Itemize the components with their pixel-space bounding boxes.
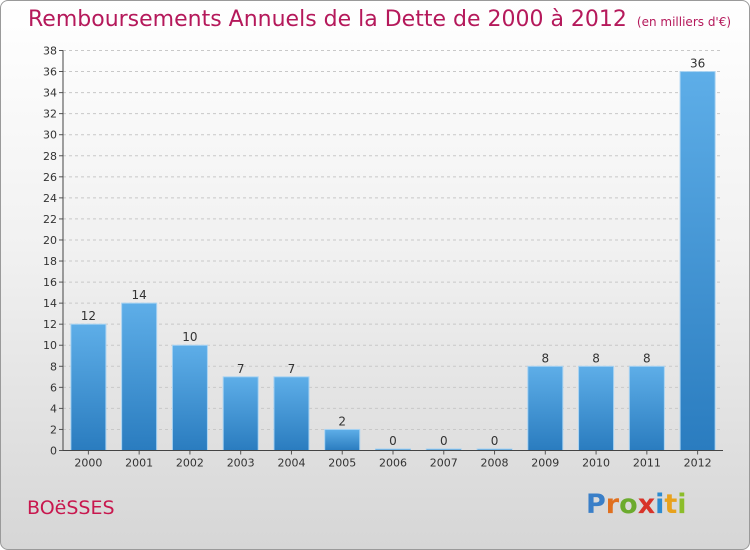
bar[interactable] [70,323,107,451]
y-tick-label: 22 [43,213,57,226]
logo-letter: r [605,489,620,520]
y-tick-label: 28 [43,150,57,163]
bar[interactable] [628,365,665,451]
y-tick-label: 12 [43,318,57,331]
bar[interactable] [273,376,310,452]
x-tick-label: 2001 [125,457,153,470]
x-tick-label: 2007 [430,457,458,470]
x-tick-label: 2000 [74,457,102,470]
x-tick-label: 2006 [379,457,407,470]
y-tick-label: 10 [43,339,57,352]
data-label: 8 [592,351,600,365]
data-label: 2 [338,414,346,428]
proxiti-logo[interactable]: Proxiti [586,489,687,520]
logo-letter: i [655,489,665,520]
data-label: 36 [690,57,705,71]
y-tick-label: 36 [43,66,57,79]
bar[interactable] [679,71,716,451]
y-tick-label: 4 [50,402,57,415]
chart-title: Remboursements Annuels de la Dette de 20… [28,7,627,32]
chart-subtitle: (en milliers d'€) [636,15,732,29]
y-tick-label: 32 [43,108,57,121]
x-tick-label: 2011 [633,457,661,470]
logo-letter: i [677,489,687,520]
y-tick-label: 16 [43,276,57,289]
x-tick-label: 2002 [176,457,204,470]
logo-letter: x [637,489,656,520]
data-label: 0 [491,434,499,448]
data-label: 0 [440,434,448,448]
bar[interactable] [527,365,564,451]
logo-letter: P [586,489,606,520]
x-tick-label: 2004 [277,457,305,470]
bar[interactable] [171,344,208,452]
data-label: 14 [132,288,147,302]
y-tick-label: 38 [43,45,57,58]
y-tick-label: 18 [43,255,57,268]
y-tick-label: 34 [43,87,57,100]
x-tick-label: 2009 [531,457,559,470]
x-tick-label: 2012 [684,457,712,470]
y-tick-label: 0 [50,445,57,458]
y-tick-label: 8 [50,360,57,373]
y-tick-label: 30 [43,129,57,142]
x-tick-label: 2010 [582,457,610,470]
x-tick-label: 2003 [227,457,255,470]
y-tick-label: 20 [43,234,57,247]
y-tick-label: 6 [50,381,57,394]
logo-letter: t [664,489,678,520]
data-label: 10 [182,330,197,344]
logo-letter: o [619,489,638,520]
data-label: 8 [541,351,549,365]
commune-name: BOëSSES [27,497,115,519]
data-label: 8 [643,351,651,365]
data-label: 0 [389,434,397,448]
y-tick-label: 2 [50,423,57,436]
bar[interactable] [121,302,158,452]
x-tick-label: 2005 [328,457,356,470]
x-tick-label: 2008 [481,457,509,470]
data-label: 12 [81,309,96,323]
y-tick-label: 26 [43,171,57,184]
chart-title-block: Remboursements Annuels de la Dette de 20… [28,7,731,32]
data-label: 7 [237,362,245,376]
bar[interactable] [324,428,361,451]
bar[interactable] [222,376,259,452]
y-tick-label: 24 [43,192,57,205]
data-label: 7 [288,362,296,376]
bar[interactable] [578,365,615,451]
y-tick-label: 14 [43,297,57,310]
